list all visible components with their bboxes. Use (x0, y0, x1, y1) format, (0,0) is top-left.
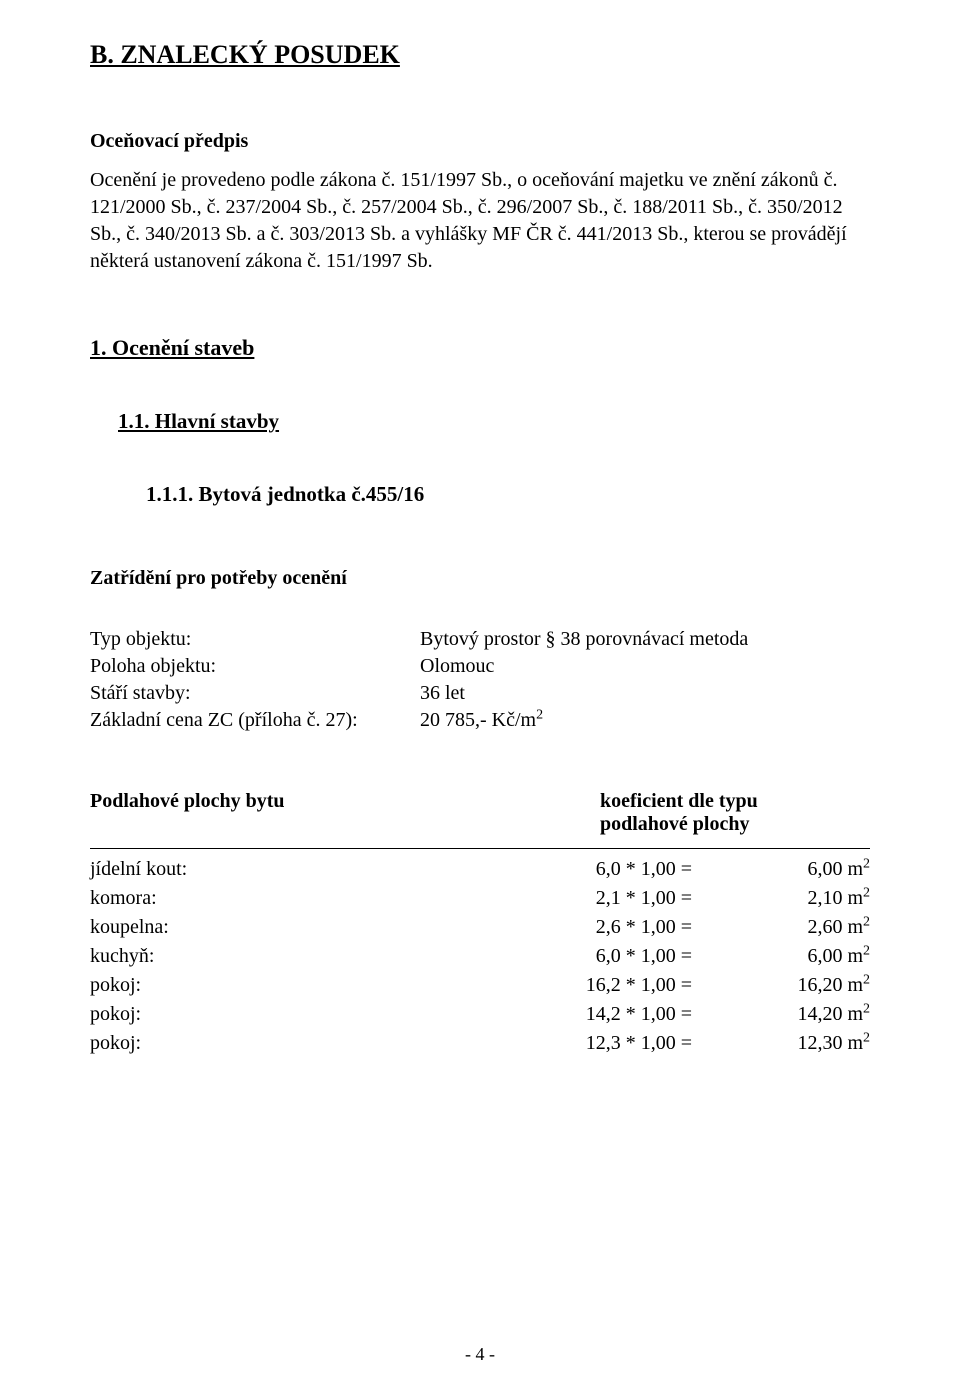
table-row: pokoj: 16,2 * 1,00 = 16,20 m2 (90, 971, 870, 1000)
table-row: komora: 2,1 * 1,00 = 2,10 m2 (90, 884, 870, 913)
property-key: Typ objektu: (90, 626, 420, 653)
table-row: pokoj: 12,3 * 1,00 = 12,30 m2 (90, 1029, 870, 1058)
row-result: 2,60 m2 (740, 913, 870, 942)
row-mid: 2,1 * 1,00 = (570, 884, 740, 913)
row-mid: 2,6 * 1,00 = (570, 913, 740, 942)
floor-heading-right-line2: podlahové plochy (600, 813, 749, 835)
section-1-heading: 1. Ocenění staveb (90, 335, 870, 361)
section-1-1-heading: 1.1. Hlavní stavby (118, 409, 870, 434)
row-result: 2,10 m2 (740, 884, 870, 913)
property-value: Bytový prostor § 38 porovnávací metoda (420, 626, 870, 653)
row-mid: 16,2 * 1,00 = (570, 971, 740, 1000)
ocenovaci-predpis-text: Ocenění je provedeno podle zákona č. 151… (90, 167, 870, 275)
property-value: 36 let (420, 680, 870, 707)
row-label: jídelní kout: (90, 855, 570, 884)
page-number: - 4 - (0, 1344, 960, 1365)
row-label: pokoj: (90, 1000, 570, 1029)
floor-heading-right: koeficient dle typu podlahové plochy (600, 790, 870, 836)
page: B. ZNALECKÝ POSUDEK Oceňovací předpis Oc… (0, 0, 960, 1387)
floor-heading-left: Podlahové plochy bytu (90, 790, 600, 836)
floor-heading-right-line1: koeficient dle typu (600, 790, 758, 812)
ocenovaci-predpis-label: Oceňovací předpis (90, 130, 870, 153)
row-mid: 6,0 * 1,00 = (570, 855, 740, 884)
row-mid: 6,0 * 1,00 = (570, 942, 740, 971)
property-row: Stáří stavby: 36 let (90, 680, 870, 707)
table-row: koupelna: 2,6 * 1,00 = 2,60 m2 (90, 913, 870, 942)
property-value: Olomouc (420, 653, 870, 680)
row-label: kuchyň: (90, 942, 570, 971)
row-label: komora: (90, 884, 570, 913)
row-result: 6,00 m2 (740, 942, 870, 971)
floor-heading: Podlahové plochy bytu koeficient dle typ… (90, 790, 870, 836)
row-label: pokoj: (90, 971, 570, 1000)
table-row: kuchyň: 6,0 * 1,00 = 6,00 m2 (90, 942, 870, 971)
row-result: 14,20 m2 (740, 1000, 870, 1029)
property-key: Základní cena ZC (příloha č. 27): (90, 707, 420, 734)
table-row: pokoj: 14,2 * 1,00 = 14,20 m2 (90, 1000, 870, 1029)
property-row: Poloha objektu: Olomouc (90, 653, 870, 680)
document-title: B. ZNALECKÝ POSUDEK (90, 40, 870, 70)
property-value: 20 785,- Kč/m2 (420, 707, 870, 734)
property-key: Poloha objektu: (90, 653, 420, 680)
row-result: 6,00 m2 (740, 855, 870, 884)
section-1-1-1-heading: 1.1.1. Bytová jednotka č.455/16 (146, 482, 870, 507)
table-row: jídelní kout: 6,0 * 1,00 = 6,00 m2 (90, 855, 870, 884)
row-label: koupelna: (90, 913, 570, 942)
property-block: Typ objektu: Bytový prostor § 38 porovná… (90, 626, 870, 734)
property-row: Typ objektu: Bytový prostor § 38 porovná… (90, 626, 870, 653)
row-label: pokoj: (90, 1029, 570, 1058)
property-row: Základní cena ZC (příloha č. 27): 20 785… (90, 707, 870, 734)
floor-table: jídelní kout: 6,0 * 1,00 = 6,00 m2 komor… (90, 848, 870, 1058)
row-mid: 12,3 * 1,00 = (570, 1029, 740, 1058)
row-result: 12,30 m2 (740, 1029, 870, 1058)
row-result: 16,20 m2 (740, 971, 870, 1000)
row-mid: 14,2 * 1,00 = (570, 1000, 740, 1029)
classification-label: Zatřídění pro potřeby ocenění (90, 567, 870, 590)
property-key: Stáří stavby: (90, 680, 420, 707)
